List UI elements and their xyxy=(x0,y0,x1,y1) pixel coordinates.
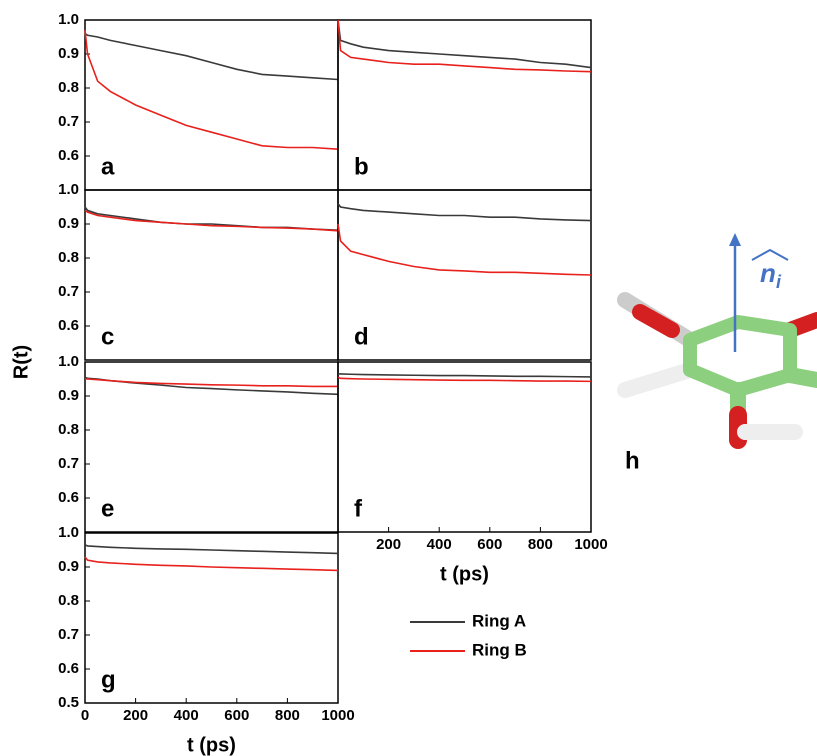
y-tick-label: 1.0 xyxy=(58,524,79,541)
y-tick-label: 0.6 xyxy=(58,489,79,506)
x-tick-label: 400 xyxy=(427,536,452,553)
y-tick-label: 0.8 xyxy=(58,592,79,609)
y-tick-label: 0.7 xyxy=(58,455,79,472)
series-line xyxy=(85,378,338,388)
hat xyxy=(751,248,789,261)
y-tick-label: 0.8 xyxy=(58,249,79,266)
vector-subscript: i xyxy=(776,272,782,292)
ring xyxy=(683,315,797,397)
y-tick-label: 0.7 xyxy=(58,113,79,130)
y-tick-label: 1.0 xyxy=(58,181,79,198)
y-tick-label: 0.9 xyxy=(58,387,79,404)
y-tick-label: 0.5 xyxy=(58,694,79,711)
vector-label: n xyxy=(760,258,776,288)
x-tick-label: 800 xyxy=(528,536,553,553)
series-line xyxy=(337,19,592,73)
panel-label: d xyxy=(354,323,369,350)
bond xyxy=(617,362,698,398)
bond xyxy=(632,304,680,338)
molecule: n i h xyxy=(617,233,817,474)
y-tick-label: 0.7 xyxy=(58,283,79,300)
y-tick-label: 1.0 xyxy=(58,11,79,28)
x-tick-label: 800 xyxy=(275,707,300,724)
plot-frame xyxy=(84,189,339,361)
series-line xyxy=(84,544,339,555)
legend-label: Ring A xyxy=(472,611,526,630)
series-line xyxy=(84,30,339,150)
y-tick-label: 0.8 xyxy=(58,421,79,438)
y-tick-label: 0.8 xyxy=(58,79,79,96)
series-line xyxy=(84,209,339,232)
panel-label: b xyxy=(354,153,369,180)
series-line xyxy=(84,556,339,572)
y-tick-label: 0.9 xyxy=(58,558,79,575)
plot-frame xyxy=(84,19,339,191)
y-axis-label: R(t) xyxy=(10,345,32,379)
y-tick-label: 0.9 xyxy=(58,215,79,232)
plot-frame xyxy=(337,19,592,191)
y-tick-label: 0.6 xyxy=(58,147,79,164)
series-line xyxy=(337,223,592,276)
x-tick-label: 600 xyxy=(224,707,249,724)
series-line xyxy=(84,32,339,81)
x-tick-label: 200 xyxy=(376,536,401,553)
series-line xyxy=(337,376,592,383)
x-tick-label: 200 xyxy=(123,707,148,724)
arrow-head xyxy=(729,233,741,246)
panel-label: c xyxy=(101,323,114,350)
x-tick-label: 1000 xyxy=(321,707,354,724)
panel-label: f xyxy=(354,495,363,522)
y-tick-label: 1.0 xyxy=(58,353,79,370)
x-axis-label: t (ps) xyxy=(187,734,236,756)
y-tick-label: 0.7 xyxy=(58,626,79,643)
legend-label: Ring B xyxy=(472,640,527,659)
x-tick-label: 0 xyxy=(81,707,89,724)
plot-frame xyxy=(84,532,339,704)
x-tick-label: 1000 xyxy=(574,536,607,553)
series-line xyxy=(337,19,592,69)
plot-frame xyxy=(84,361,339,533)
series-line xyxy=(337,203,592,222)
panel-label: h xyxy=(625,447,640,474)
x-tick-label: 400 xyxy=(174,707,199,724)
plot-frame xyxy=(337,361,592,533)
panel-label: g xyxy=(101,666,116,693)
panel-label: e xyxy=(101,495,114,522)
x-tick-label: 600 xyxy=(477,536,502,553)
panel-label: a xyxy=(101,153,115,180)
x-axis-label: t (ps) xyxy=(440,563,489,585)
y-tick-label: 0.6 xyxy=(58,317,79,334)
series-line xyxy=(338,373,592,378)
y-tick-label: 0.9 xyxy=(58,45,79,62)
y-tick-label: 0.6 xyxy=(58,660,79,677)
